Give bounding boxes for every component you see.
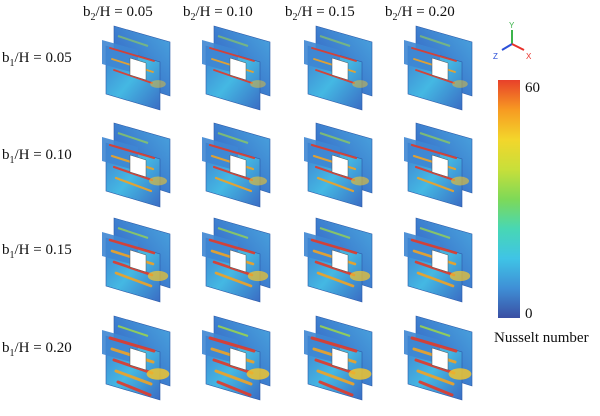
panel-r3-c2 xyxy=(202,217,271,303)
panel-r4-c1 xyxy=(102,315,171,401)
panel-r2-c4 xyxy=(404,122,473,208)
row-label-2: b1/H = 0.10 xyxy=(2,147,72,166)
column-header-3: b2/H = 0.15 xyxy=(285,4,355,23)
column-header-4: b2/H = 0.20 xyxy=(385,4,455,23)
panel-r2-c1 xyxy=(102,122,171,208)
x-axis-label: X xyxy=(526,52,532,61)
x-axis-arrow xyxy=(511,43,525,51)
colorbar-title: Nusselt number xyxy=(494,330,589,346)
column-header-2: b2/H = 0.10 xyxy=(183,4,253,23)
y-axis-label: Y xyxy=(509,21,515,30)
contour-panels xyxy=(102,25,473,401)
colorbar-max-label: 60 xyxy=(525,80,540,96)
panel-r3-c3 xyxy=(304,217,373,303)
row-label-3: b1/H = 0.15 xyxy=(2,242,72,261)
panel-r4-c3 xyxy=(304,315,373,401)
z-axis-label: Z xyxy=(493,52,498,61)
row-label-4: b1/H = 0.20 xyxy=(2,340,72,359)
panel-r2-c3 xyxy=(304,122,373,208)
row-label-1: b1/H = 0.05 xyxy=(2,50,72,69)
axis-triad: Y Z X xyxy=(493,21,532,61)
panel-r2-c2 xyxy=(202,122,271,208)
column-headers: b2/H = 0.05 b2/H = 0.10 b2/H = 0.15 b2/H = … xyxy=(83,4,455,23)
panel-r3-c4 xyxy=(404,217,473,303)
panel-r1-c2 xyxy=(202,25,271,111)
panel-r4-c4 xyxy=(404,315,473,401)
panel-r1-c4 xyxy=(404,25,473,111)
panel-r4-c2 xyxy=(202,315,271,401)
colorbar: 60 0 Nusselt number xyxy=(494,80,589,346)
column-header-1: b2/H = 0.05 xyxy=(83,4,153,23)
panel-r1-c3 xyxy=(304,25,373,111)
z-axis-arrow xyxy=(501,43,513,51)
panel-r3-c1 xyxy=(102,217,171,303)
colorbar-ramp xyxy=(498,80,520,318)
panel-r1-c1 xyxy=(102,25,171,111)
colorbar-min-label: 0 xyxy=(525,306,533,322)
row-labels: b1/H = 0.05 b1/H = 0.10 b1/H = 0.15 b1/H = … xyxy=(2,50,72,359)
